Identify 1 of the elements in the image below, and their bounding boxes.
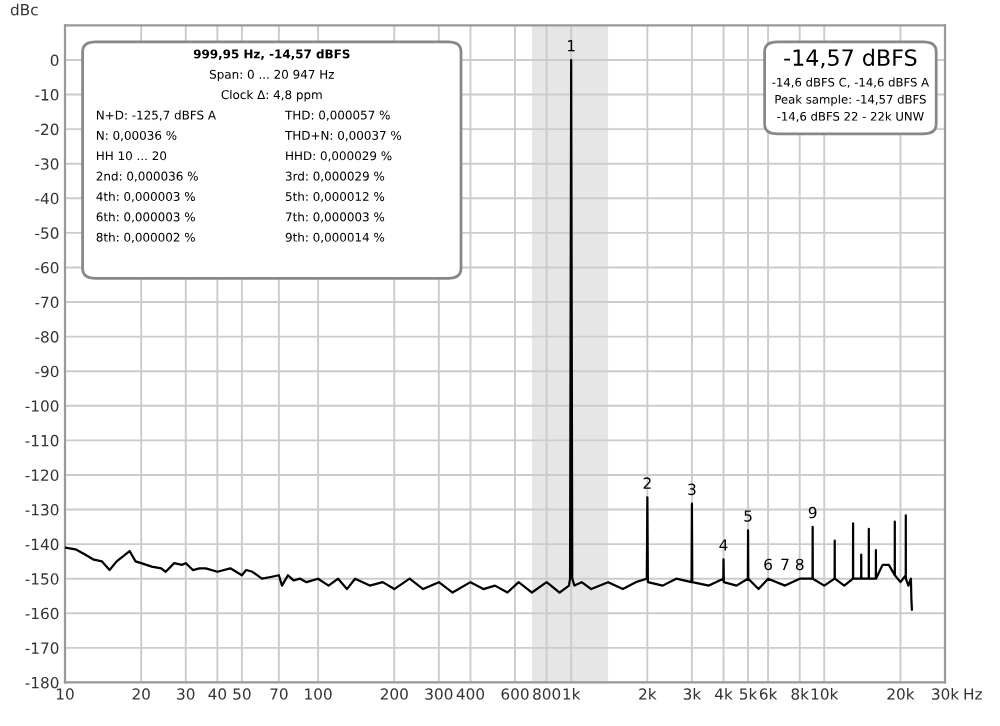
annotation: -14,57 dBFS [784,48,917,69]
